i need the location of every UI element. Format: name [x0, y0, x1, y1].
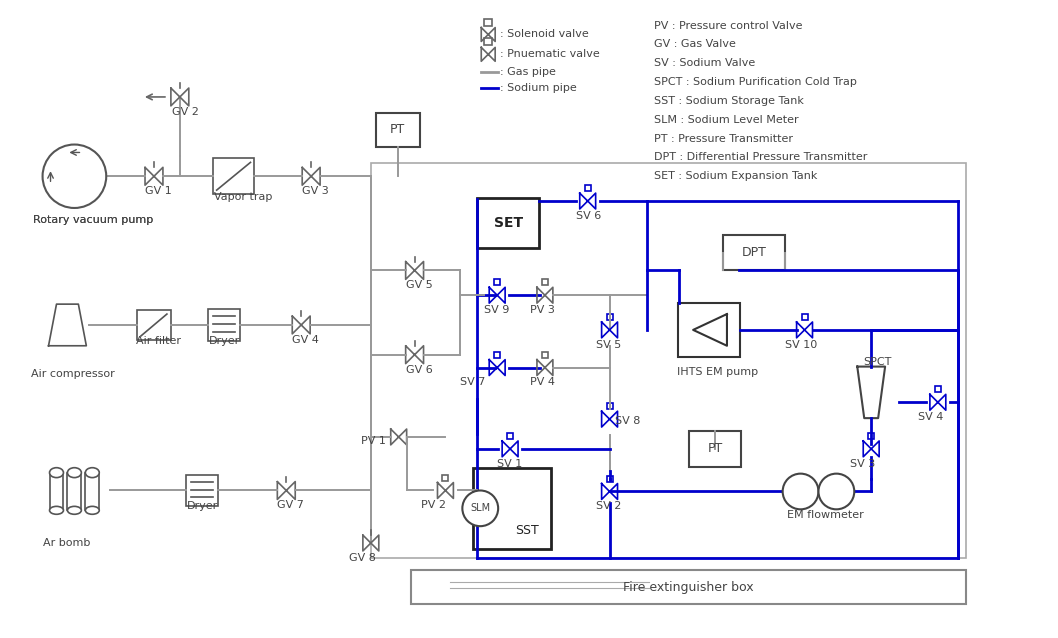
Bar	[86, 473, 99, 510]
Bar	[606, 314, 613, 320]
Bar	[442, 475, 449, 480]
Text: Air compressor: Air compressor	[31, 369, 114, 380]
Text: Air filter: Air filter	[136, 336, 181, 346]
Text: SV 1: SV 1	[497, 459, 523, 469]
Text: SV 10: SV 10	[785, 340, 817, 350]
Bar	[723, 235, 785, 271]
Text: GV 2: GV 2	[171, 107, 199, 117]
Bar	[376, 113, 420, 147]
Text: SPCT : Sodium Purification Cold Trap: SPCT : Sodium Purification Cold Trap	[654, 77, 857, 87]
Text: SV 5: SV 5	[596, 340, 621, 350]
Text: : Pnuematic valve: : Pnuematic valve	[500, 49, 600, 59]
Bar	[186, 475, 218, 507]
Text: SET: SET	[493, 216, 523, 230]
Text: PT: PT	[708, 442, 723, 456]
Text: Fire extinguisher box: Fire extinguisher box	[623, 581, 753, 594]
Ellipse shape	[86, 468, 99, 478]
Text: SV 3: SV 3	[851, 459, 876, 469]
Bar	[138, 310, 171, 340]
Bar	[473, 468, 551, 549]
Bar	[606, 403, 613, 409]
Circle shape	[42, 145, 106, 208]
Text: Dryer: Dryer	[187, 501, 218, 511]
Bar	[485, 19, 492, 26]
Text: SST : Sodium Storage Tank: SST : Sodium Storage Tank	[654, 96, 804, 106]
Bar	[494, 352, 500, 358]
Text: PT: PT	[390, 123, 405, 136]
Ellipse shape	[50, 468, 63, 478]
Text: PV 1: PV 1	[361, 436, 386, 446]
Text: SV 9: SV 9	[485, 305, 510, 315]
Text: Rotary vacuum pump: Rotary vacuum pump	[33, 215, 152, 225]
Text: SET : Sodium Expansion Tank: SET : Sodium Expansion Tank	[654, 171, 818, 181]
Ellipse shape	[86, 507, 99, 514]
Text: Rotary vacuum pump: Rotary vacuum pump	[33, 215, 152, 225]
Bar	[802, 314, 807, 320]
Text: SPCT: SPCT	[863, 357, 892, 367]
Text: PV : Pressure control Valve: PV : Pressure control Valve	[654, 20, 803, 31]
Text: DPT : Differential Pressure Transmitter: DPT : Differential Pressure Transmitter	[654, 152, 868, 163]
Text: SST: SST	[515, 524, 539, 537]
Text: EM flowmeter: EM flowmeter	[787, 510, 863, 520]
Text: Dryer: Dryer	[208, 336, 240, 346]
Text: GV 1: GV 1	[145, 186, 171, 196]
Text: DPT: DPT	[742, 246, 766, 259]
Bar	[396, 421, 402, 427]
Circle shape	[783, 473, 819, 509]
Text: GV 7: GV 7	[277, 500, 305, 510]
Circle shape	[819, 473, 854, 509]
Bar	[678, 303, 740, 357]
Text: SV 4: SV 4	[918, 412, 944, 422]
Text: GV 8: GV 8	[349, 553, 376, 563]
Text: : Solenoid valve: : Solenoid valve	[500, 29, 589, 40]
Text: GV 4: GV 4	[292, 335, 320, 345]
Ellipse shape	[68, 507, 81, 514]
Text: PT : Pressure Transmitter: PT : Pressure Transmitter	[654, 133, 794, 144]
Bar	[542, 279, 548, 285]
Text: PV 3: PV 3	[530, 305, 554, 315]
Bar	[585, 185, 590, 191]
Bar	[494, 279, 500, 285]
Text: GV 5: GV 5	[405, 280, 433, 290]
Bar	[213, 158, 255, 194]
Bar	[869, 433, 874, 439]
Text: SLM: SLM	[470, 503, 490, 514]
Text: PV 2: PV 2	[421, 500, 445, 510]
Bar	[371, 163, 966, 558]
Text: SV 7: SV 7	[460, 378, 486, 387]
Bar	[50, 473, 63, 510]
Bar	[207, 309, 239, 341]
Text: SV : Sodium Valve: SV : Sodium Valve	[654, 58, 755, 68]
Text: PV 4: PV 4	[530, 378, 555, 387]
Bar	[485, 38, 492, 45]
Text: GV 6: GV 6	[405, 364, 433, 375]
Text: IHTS EM pump: IHTS EM pump	[677, 366, 759, 376]
Bar	[606, 475, 613, 482]
Bar	[477, 198, 539, 248]
Circle shape	[462, 491, 498, 526]
Text: Ar bomb: Ar bomb	[42, 538, 90, 548]
Ellipse shape	[50, 507, 63, 514]
Bar	[68, 473, 81, 510]
Text: GV 3: GV 3	[303, 186, 329, 196]
Text: SV 6: SV 6	[576, 211, 601, 221]
Text: Vapor trap: Vapor trap	[214, 192, 272, 202]
Text: SLM : Sodium Level Meter: SLM : Sodium Level Meter	[654, 115, 799, 125]
Text: SV 2: SV 2	[596, 501, 621, 511]
Bar	[935, 387, 941, 392]
Bar	[411, 570, 966, 604]
Text: : Sodium pipe: : Sodium pipe	[500, 83, 577, 93]
Text: GV : Gas Valve: GV : Gas Valve	[654, 40, 736, 50]
Text: SV 8: SV 8	[615, 416, 640, 426]
Ellipse shape	[68, 468, 81, 478]
Bar	[689, 431, 741, 467]
Bar	[542, 352, 548, 358]
Bar	[507, 433, 513, 439]
Text: : Gas pipe: : Gas pipe	[500, 67, 557, 77]
